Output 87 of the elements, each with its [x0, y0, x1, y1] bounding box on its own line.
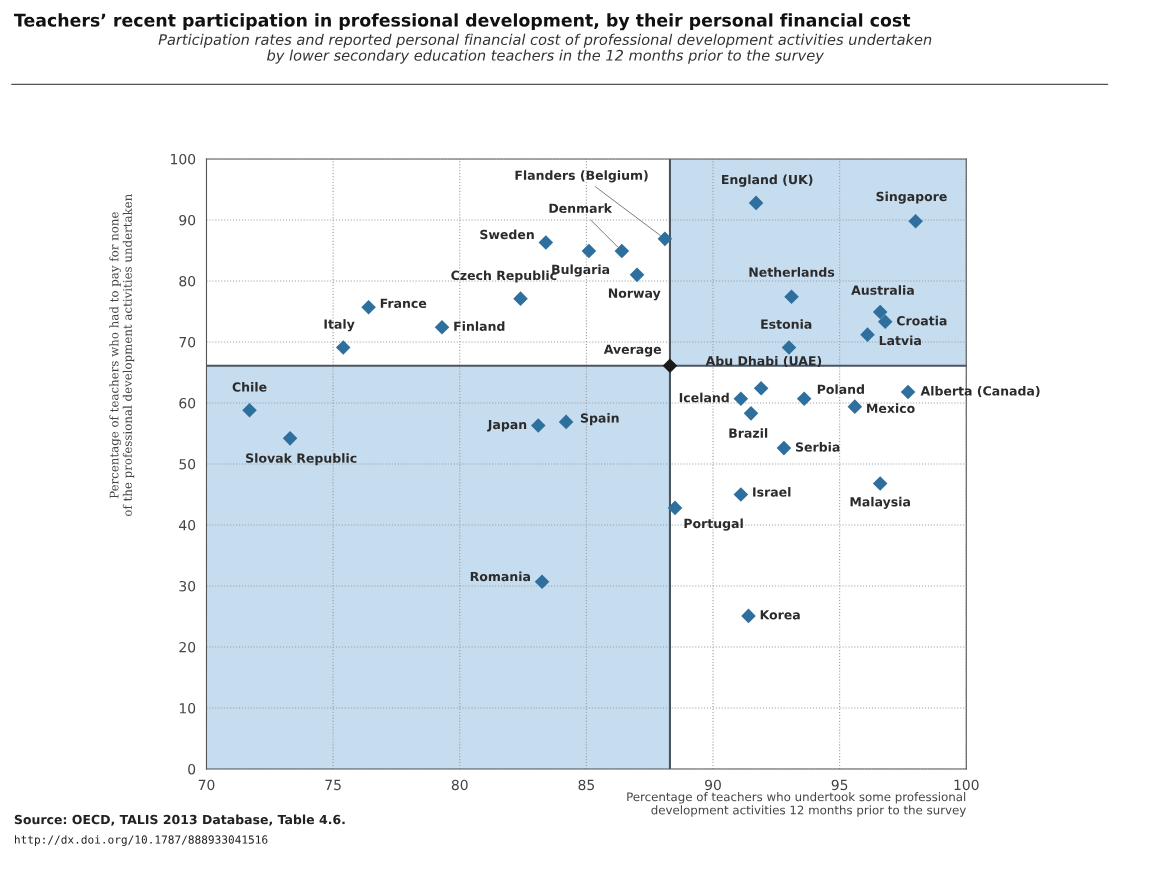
point [581, 243, 597, 259]
point [872, 476, 888, 491]
x-tick-label: 95 [831, 779, 848, 791]
annotation: England (UK) [722, 174, 813, 187]
point [743, 406, 759, 421]
annotation: Slovak Republic [246, 453, 357, 466]
annotation: Singapore [876, 191, 947, 204]
point [361, 299, 376, 315]
y-tick-label: 80 [179, 275, 196, 287]
point [657, 231, 673, 247]
annotation: Flanders (Belgium) [515, 170, 648, 183]
annotation: Australia [851, 285, 914, 295]
point [534, 574, 550, 589]
point [877, 314, 893, 330]
annotation: Chile [232, 382, 267, 392]
y-tick-label: 70 [179, 336, 196, 348]
source-note: Source: OECD, TALIS 2013 Database, Table 4.6. [14, 814, 345, 826]
y-tick-label: 90 [179, 214, 196, 226]
annotation: Korea [760, 610, 800, 620]
y-tick-label: 20 [179, 641, 196, 653]
annotation: Latvia [879, 335, 921, 346]
point [733, 391, 749, 406]
point [530, 418, 546, 433]
y-tick-label: 30 [179, 580, 196, 592]
point [662, 358, 678, 374]
annotation: Romania [470, 571, 530, 582]
x-tick-label: 70 [198, 779, 215, 791]
y-tick-label: 50 [179, 458, 196, 470]
point [781, 340, 797, 355]
point [908, 213, 923, 229]
point [434, 320, 450, 335]
annotation: Malaysia [850, 496, 910, 510]
annotation: Serbia [795, 442, 840, 452]
point [335, 340, 351, 355]
point [667, 500, 683, 516]
y-tick-label: 60 [179, 397, 196, 409]
x-tick-label: 90 [705, 779, 721, 791]
annotation: Poland [817, 384, 864, 394]
annotation: Croatia [896, 315, 947, 326]
annotation: Estonia [761, 319, 812, 329]
annotation: Brazil [729, 428, 768, 438]
point [733, 487, 749, 502]
annotation: Netherlands [749, 267, 835, 277]
point [748, 195, 764, 211]
annotation: Average [603, 344, 662, 357]
point [753, 381, 769, 396]
chart-subtitle: Participation rates and reported personal financial cost of professional development activities undertaken by lower secondary education teachers in the 12 months prior to the survey [158, 33, 932, 64]
point [538, 235, 554, 250]
point [860, 327, 875, 342]
y-tick-label: 100 [171, 153, 196, 165]
point [513, 291, 528, 306]
annotation: Italy [324, 319, 355, 332]
chart-title: Teachers’ recent participation in professional development, by their personal financial cost [14, 13, 911, 31]
text: http://dx.doi.org/10.1787/888933041516 [14, 835, 268, 846]
point [558, 414, 574, 430]
annotation: Finland [454, 321, 505, 331]
annotation: Abu Dhabi (UAE) [705, 355, 822, 368]
y-tick-label: 0 [188, 763, 196, 775]
annotation: Norway [608, 288, 661, 301]
point [282, 431, 298, 446]
y-tick-label: 40 [179, 519, 196, 531]
x-tick-label: 100 [954, 779, 979, 791]
x-axis-title: Percentage of teachers who undertook some professional development activities 12 months prior to the survey [627, 792, 966, 817]
point [872, 304, 888, 320]
annotation: Portugal [684, 518, 743, 531]
point [614, 243, 630, 259]
annotation: Iceland [679, 392, 729, 403]
x-tick-label: 80 [451, 779, 468, 791]
y-axis-title: Percentage of teachers who had to pay for none of the professional development activities undertaken [109, 194, 135, 517]
point [629, 267, 645, 283]
x-tick-label: 85 [578, 779, 594, 791]
annotation: Denmark [549, 203, 613, 214]
point [784, 289, 799, 305]
point [900, 384, 916, 400]
annotation: Israel [753, 487, 791, 497]
annotation: Mexico [867, 403, 915, 414]
point [847, 399, 863, 414]
annotation: Japan [487, 419, 527, 432]
annotation: Sweden [480, 229, 534, 240]
point [741, 608, 756, 624]
annotation: Spain [580, 413, 619, 426]
annotation: France [380, 298, 427, 309]
x-tick-label: 75 [325, 779, 341, 791]
point [796, 391, 812, 406]
y-tick-label: 10 [179, 702, 196, 714]
point [242, 403, 257, 418]
point [776, 440, 792, 456]
